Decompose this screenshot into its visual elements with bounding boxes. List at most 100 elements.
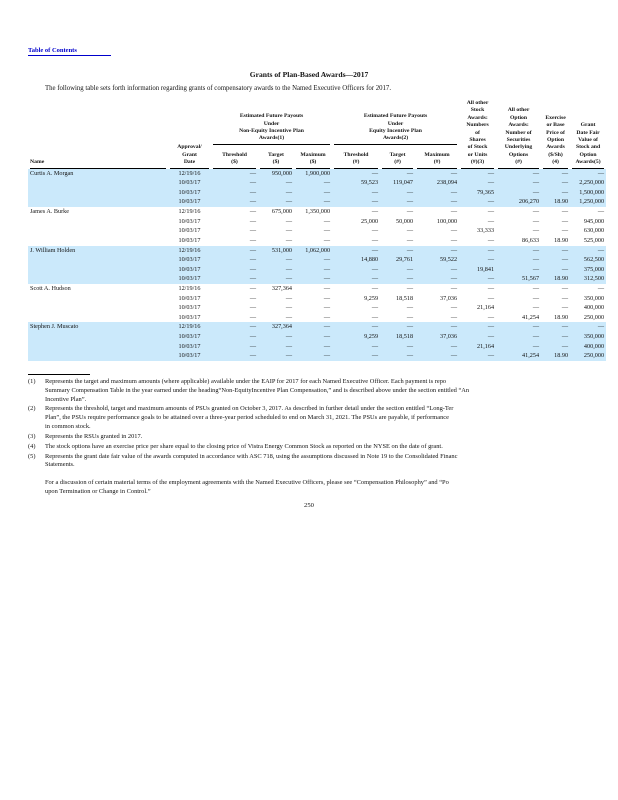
value-cell: 945,000 <box>583 217 605 225</box>
value-cell: 1,900,000 <box>305 169 331 177</box>
value-cell: — <box>561 169 569 177</box>
value-cell: — <box>487 179 495 187</box>
value-cell: — <box>371 236 379 244</box>
value-cell: — <box>406 304 414 312</box>
value-cell: 86,633 <box>522 236 540 244</box>
table-row: 10/03/17 — — — — — — 19,841 — — 375,000 <box>28 264 607 275</box>
value-cell: — <box>406 284 414 292</box>
footnote-item: (5) Represents the grant date fair value … <box>28 453 616 471</box>
value-cell: — <box>323 179 331 187</box>
value-cell: — <box>323 352 331 360</box>
group-header-equity-incentive: Estimated Future Payouts Under Equity In… <box>332 100 459 145</box>
footnote-marker: (2) <box>28 405 36 413</box>
value-cell: — <box>371 313 379 321</box>
value-cell: 100,000 <box>436 217 458 225</box>
value-cell: — <box>249 294 256 302</box>
table-row: 10/03/17 — — — — — — — 206,270 18.90 1,250,000 <box>28 197 607 208</box>
value-cell: — <box>532 227 540 235</box>
value-cell: — <box>406 198 414 206</box>
value-cell: — <box>406 313 414 321</box>
value-cell: 37,036 <box>440 294 458 302</box>
executive-name-cell <box>28 188 168 198</box>
table-body: Curtis A. Morgan 12/19/16 — 950,000 1,900,00… <box>28 168 607 361</box>
executive-name-cell <box>28 351 168 361</box>
grant-date-cell: 10/03/17 <box>178 294 201 302</box>
col-header-threshold-usd: Threshold ($) <box>211 145 258 169</box>
value-cell: — <box>285 313 292 321</box>
table-of-contents-link[interactable]: Table of Contents <box>28 47 111 56</box>
grant-date-cell: 10/03/17 <box>178 217 201 225</box>
value-cell: — <box>561 256 569 264</box>
executive-name-cell <box>28 265 168 275</box>
value-cell: — <box>561 304 569 312</box>
value-cell: — <box>249 256 256 264</box>
value-cell: — <box>285 333 292 341</box>
col-header-exercise-price: Exercise or Base Price of Option Awards … <box>541 100 570 169</box>
value-cell: — <box>249 246 256 254</box>
executive-name-cell: James A. Burke <box>30 208 70 216</box>
value-cell: 675,000 <box>271 208 292 216</box>
value-cell: — <box>371 275 379 283</box>
col-header-target-usd: Target ($) <box>258 145 294 169</box>
table-row: 10/03/17 — — — 9,259 18,518 37,036 — — — 350,000 <box>28 332 607 342</box>
value-cell: 327,364 <box>271 284 292 292</box>
value-cell: — <box>371 208 379 216</box>
value-cell: 2,250,000 <box>579 179 605 187</box>
table-row: 10/03/17 — — — — — — — 41,254 18.90 250,000 <box>28 351 607 361</box>
grant-date-cell: 12/19/16 <box>178 169 201 177</box>
value-cell: — <box>487 352 495 360</box>
value-cell: — <box>450 323 458 331</box>
value-cell: 206,270 <box>518 198 540 206</box>
executive-name-cell <box>28 217 168 227</box>
grant-date-cell: 10/03/17 <box>178 265 201 273</box>
value-cell: — <box>371 188 379 196</box>
value-cell: 1,062,000 <box>305 246 331 254</box>
value-cell: — <box>249 179 256 187</box>
value-cell: — <box>487 333 495 341</box>
value-cell: — <box>323 342 331 350</box>
value-cell: — <box>249 265 256 273</box>
value-cell: — <box>406 188 414 196</box>
value-cell: — <box>532 188 540 196</box>
value-cell: 9,259 <box>364 333 379 341</box>
value-cell: — <box>249 313 256 321</box>
grant-date-cell: 12/19/16 <box>178 284 201 292</box>
value-cell: — <box>450 275 458 283</box>
grant-date-cell: 10/03/17 <box>178 188 201 196</box>
value-cell: 375,000 <box>583 265 605 273</box>
value-cell: — <box>249 323 256 331</box>
closing-paragraph: For a discussion of certain material ter… <box>45 479 615 497</box>
table-row: 10/03/17 — — — — — — — 51,567 18.90 312,500 <box>28 274 607 284</box>
value-cell: — <box>285 342 292 350</box>
value-cell: — <box>371 323 379 331</box>
value-cell: 18,518 <box>396 294 414 302</box>
executive-name-cell <box>28 274 168 284</box>
footnote-item: (2) Represents the threshold, target and … <box>28 405 616 431</box>
value-cell: — <box>561 227 569 235</box>
value-cell: — <box>532 179 540 187</box>
value-cell: 18.90 <box>554 352 569 360</box>
value-cell: — <box>561 265 569 273</box>
value-cell: — <box>249 352 256 360</box>
footnote-marker: (4) <box>28 442 36 450</box>
value-cell: 525,000 <box>583 236 605 244</box>
value-cell: — <box>323 294 331 302</box>
value-cell: 350,000 <box>583 333 605 341</box>
value-cell: — <box>406 236 414 244</box>
executive-name-cell <box>28 294 168 304</box>
value-cell: 18.90 <box>554 236 569 244</box>
value-cell: — <box>450 198 458 206</box>
grant-date-cell: 10/03/17 <box>178 236 201 244</box>
executive-name-cell <box>28 303 168 313</box>
grant-date-cell: 10/03/17 <box>178 256 201 264</box>
footnote-line: Plan”, the PSUs require performance goal… <box>45 414 449 422</box>
value-cell: — <box>249 342 256 350</box>
closing-line: upon Termination or Change in Control.” <box>45 487 151 495</box>
value-cell: — <box>561 284 569 292</box>
executive-name-cell: Curtis A. Morgan <box>30 169 74 177</box>
footnote-marker: (5) <box>28 452 36 460</box>
executive-name-cell: J. William Holden <box>30 246 76 254</box>
value-cell: — <box>371 284 379 292</box>
value-cell: 18.90 <box>554 198 569 206</box>
